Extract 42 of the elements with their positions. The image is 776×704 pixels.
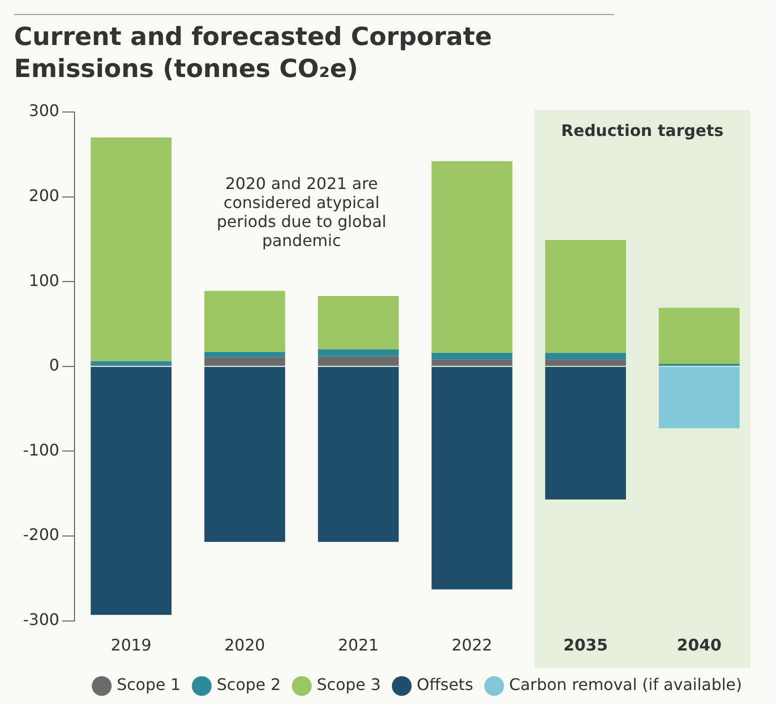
bar — [318, 366, 399, 542]
bar — [545, 352, 626, 360]
y-tick-label: -200 — [23, 525, 60, 544]
x-tick-label: 2019 — [110, 636, 152, 655]
x-tick-label: 2020 — [224, 636, 266, 655]
bar — [658, 308, 740, 364]
x-tick-label: 2035 — [563, 636, 608, 655]
bar — [545, 366, 626, 500]
annotation: 2020 and 2021 are considered atypical periods due to global pandemic — [216, 174, 386, 250]
bar — [90, 361, 172, 366]
legend-label: Scope 2 — [216, 675, 281, 694]
bar — [318, 349, 399, 356]
y-tick-label: 100 — [28, 270, 60, 290]
legend-label: Scope 1 — [116, 675, 181, 694]
bar — [204, 357, 286, 366]
legend-label: Carbon removal (if available) — [509, 675, 742, 694]
bar — [545, 240, 626, 353]
x-tick-label: 2021 — [338, 636, 379, 655]
legend-label: Offsets — [416, 675, 474, 694]
y-tick-label: -100 — [23, 440, 60, 460]
bar — [432, 161, 512, 353]
bar — [90, 137, 172, 362]
chart-title: Current and forecasted Corporate Emissions (tonnes CO₂e) — [14, 14, 614, 85]
x-tick-label: 2040 — [676, 636, 722, 655]
x-tick-label: 2022 — [452, 636, 492, 655]
bar — [432, 366, 512, 590]
y-tick-label: 200 — [28, 186, 60, 205]
bar — [204, 352, 286, 358]
band-label: Reduction targets — [561, 121, 724, 140]
bar — [658, 366, 740, 428]
bar — [545, 360, 626, 366]
bar — [318, 296, 399, 350]
legend-label: Scope 3 — [316, 675, 381, 694]
bar — [90, 366, 172, 615]
y-tick-label: 0 — [49, 356, 60, 375]
y-tick-label: 300 — [28, 101, 60, 120]
bar — [432, 352, 512, 360]
y-tick-label: -300 — [23, 610, 60, 629]
bar — [432, 360, 512, 366]
bar — [318, 356, 399, 366]
bar — [204, 290, 286, 352]
bar — [204, 366, 286, 542]
